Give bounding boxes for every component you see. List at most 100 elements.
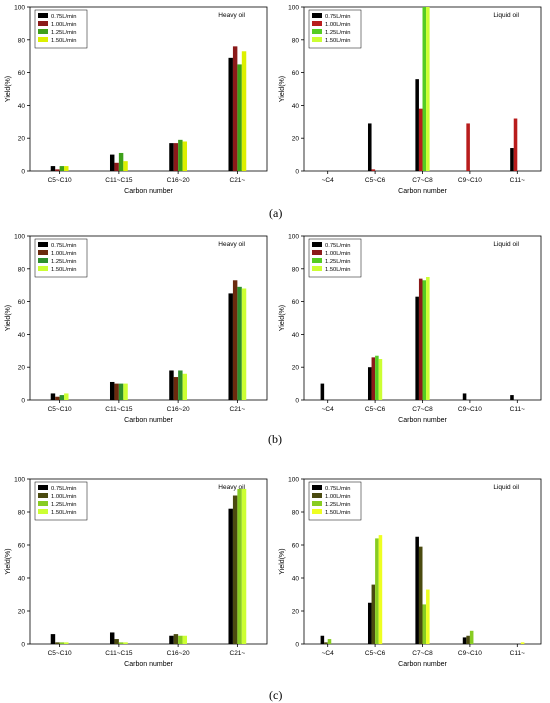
bar-075lmin-1 [50, 166, 56, 171]
y-tick-label: 80 [18, 266, 26, 273]
bar-150lmin-1 [64, 642, 69, 644]
y-tick-label: 80 [18, 37, 26, 44]
bar-150lmin-1 [64, 393, 69, 400]
legend-label: 1.25L/min [325, 30, 350, 36]
legend-label: 0.75L/min [51, 243, 76, 249]
y-tick-label: 60 [18, 70, 26, 77]
bar-150lmin-3 [426, 589, 430, 644]
chart-4: 0 20 40 60 80 100 Carbon number Yield(%) Liquid … [279, 234, 542, 424]
y-tick-label: 60 [18, 299, 26, 306]
bar-125lmin-2 [375, 538, 379, 644]
x-tick-label: C9~C10 [458, 177, 482, 184]
bar-125lmin-4 [237, 488, 242, 644]
bar-100lmin-4 [466, 635, 470, 644]
y-tick-label: 20 [18, 136, 26, 143]
bar-125lmin-1 [59, 166, 65, 171]
x-tick-label: C5~C10 [48, 406, 72, 413]
legend-label: 0.75L/min [51, 486, 76, 492]
plot-frame [29, 478, 268, 645]
bar-075lmin-3 [415, 79, 419, 171]
x-axis-label: Carbon number [124, 417, 173, 424]
bar-075lmin-1 [320, 383, 325, 400]
y-tick-label: 60 [292, 70, 300, 77]
bar-075lmin-2 [109, 381, 115, 400]
bar-150lmin-5 [520, 642, 525, 644]
legend-label: 1.25L/min [325, 259, 350, 265]
bar-150lmin-2 [123, 161, 128, 171]
bar-100lmin-3 [173, 377, 179, 400]
bar-150lmin-2 [378, 359, 383, 400]
bar-100lmin-3 [418, 278, 423, 400]
x-tick-label: C11~C15 [105, 177, 133, 184]
bar-075lmin-3 [169, 635, 174, 644]
bar-100lmin-3 [418, 546, 423, 644]
bar-100lmin-2 [371, 584, 376, 644]
x-tick-label: C16~20 [167, 177, 190, 184]
x-tick-label: C11~ [510, 177, 525, 184]
x-tick-label: ~C4 [322, 406, 334, 413]
legend-label: 0.75L/min [325, 14, 350, 20]
legend-swatch [38, 493, 48, 498]
x-tick-label: ~C4 [322, 650, 334, 657]
legend-swatch [38, 266, 48, 271]
legend-label: 1.50L/min [325, 267, 350, 273]
chart-title: Heavy oil [218, 241, 245, 248]
panel-label-b: (b) [268, 432, 282, 446]
legend-label: 1.00L/min [51, 251, 76, 257]
bar-125lmin-3 [178, 370, 183, 400]
bar-125lmin-1 [327, 639, 332, 644]
legend-swatch [38, 13, 48, 18]
x-tick-label: C7~C8 [412, 177, 433, 184]
bar-125lmin-2 [118, 152, 124, 171]
chart-title: Liquid oil [493, 241, 519, 248]
bar-125lmin-3 [178, 635, 183, 644]
y-axis-label: Yield(%) [5, 548, 12, 574]
bar-075lmin-4 [228, 57, 233, 172]
y-tick-label: 0 [295, 642, 299, 649]
legend-swatch [312, 493, 322, 498]
bar-125lmin-2 [375, 355, 379, 400]
y-tick-label: 80 [292, 37, 300, 44]
legend-swatch [312, 250, 322, 255]
legend-swatch [38, 29, 48, 34]
legend-swatch [312, 37, 322, 42]
bar-125lmin-1 [59, 395, 65, 400]
y-tick-label: 0 [295, 169, 299, 176]
x-tick-label: C5~C6 [365, 177, 386, 184]
y-tick-label: 20 [18, 609, 26, 616]
bar-100lmin-2 [114, 162, 119, 171]
bar-125lmin-3 [178, 139, 183, 171]
legend: 0.75L/min 1.00L/min 1.25L/min 1.50L/min [308, 481, 362, 521]
legend-label: 1.00L/min [325, 251, 350, 257]
bar-125lmin-2 [118, 642, 124, 644]
bar-075lmin-2 [109, 154, 115, 171]
chart-2: 0 20 40 60 80 100 Carbon number Yield(%) Liquid … [279, 5, 542, 195]
legend-swatch [312, 501, 322, 506]
legend-label: 0.75L/min [325, 486, 350, 492]
x-tick-label: C9~C10 [458, 650, 482, 657]
bar-075lmin-2 [109, 632, 115, 644]
legend-label: 1.00L/min [51, 22, 76, 28]
bar-100lmin-4 [232, 495, 238, 644]
x-tick-label: C11~C15 [105, 650, 133, 657]
y-tick-label: 40 [18, 103, 26, 110]
bar-075lmin-2 [367, 367, 372, 400]
x-axis-label: Carbon number [398, 417, 447, 424]
bar-125lmin-3 [422, 7, 427, 171]
legend: 0.75L/min 1.00L/min 1.25L/min 1.50L/min [34, 9, 88, 49]
x-tick-label: C11~C15 [105, 406, 133, 413]
bar-075lmin-4 [462, 637, 467, 644]
plot-frame [29, 235, 268, 401]
x-tick-label: C16~20 [167, 406, 190, 413]
y-tick-label: 20 [18, 365, 26, 372]
x-tick-label: C11~ [510, 406, 525, 413]
legend-label: 1.25L/min [325, 502, 350, 508]
bar-150lmin-4 [241, 288, 247, 400]
chart-title: Heavy oil [218, 484, 245, 491]
bar-150lmin-4 [241, 488, 247, 644]
panel-label-a: (a) [269, 206, 283, 220]
legend-label: 0.75L/min [51, 14, 76, 20]
chart-6: 0 20 40 60 80 100 Carbon number Yield(%) Liquid … [279, 477, 542, 668]
y-tick-label: 80 [292, 510, 300, 517]
bar-100lmin-2 [114, 383, 119, 400]
